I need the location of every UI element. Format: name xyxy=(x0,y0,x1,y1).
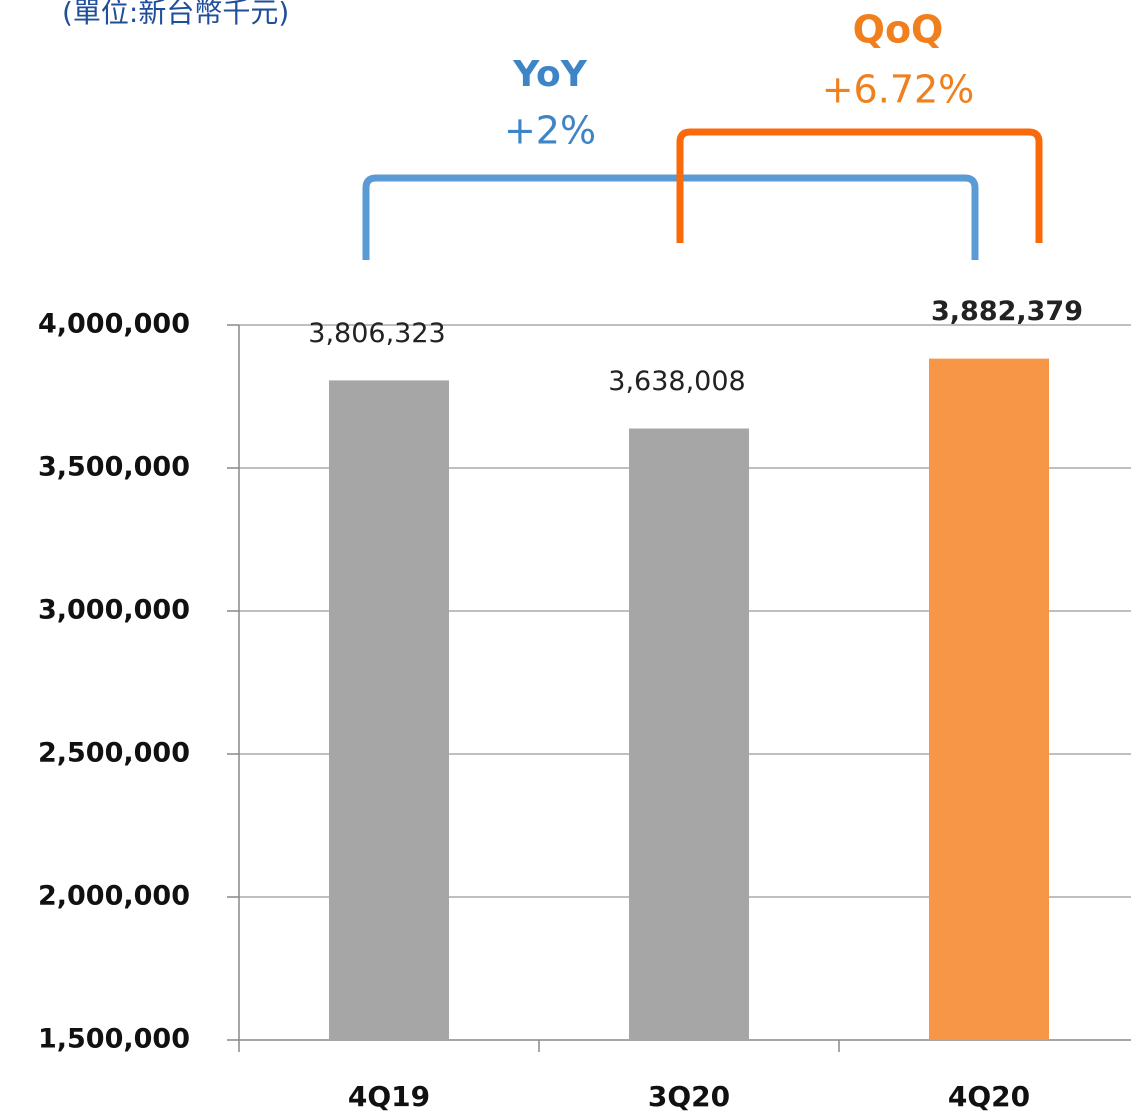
yoy-bracket xyxy=(362,174,979,260)
y-tick-label: 2,000,000 xyxy=(38,881,190,912)
bar xyxy=(929,358,1049,1040)
qoq-value: +6.72% xyxy=(822,68,975,112)
data-label: 3,806,323 xyxy=(308,318,445,349)
chart-title: (單位:新台幣千元) xyxy=(62,0,289,29)
y-tick-label: 2,500,000 xyxy=(38,738,190,769)
y-tick-label: 3,500,000 xyxy=(38,452,190,483)
yoy-label: YoY xyxy=(512,54,587,95)
y-tick-label: 1,500,000 xyxy=(38,1024,190,1055)
y-tick-label: 4,000,000 xyxy=(38,309,190,340)
qoq-label: QoQ xyxy=(853,8,944,52)
bar xyxy=(629,428,749,1040)
x-tick-label: 3Q20 xyxy=(648,1080,730,1113)
x-tick-label: 4Q19 xyxy=(348,1080,430,1113)
y-tick-label: 3,000,000 xyxy=(38,595,190,626)
bar xyxy=(329,380,449,1041)
yoy-value: +2% xyxy=(504,109,596,153)
x-tick-label: 4Q20 xyxy=(948,1080,1030,1113)
data-label: 3,882,379 xyxy=(931,296,1083,327)
data-label: 3,638,008 xyxy=(608,366,745,397)
qoq-bracket xyxy=(676,128,1043,243)
